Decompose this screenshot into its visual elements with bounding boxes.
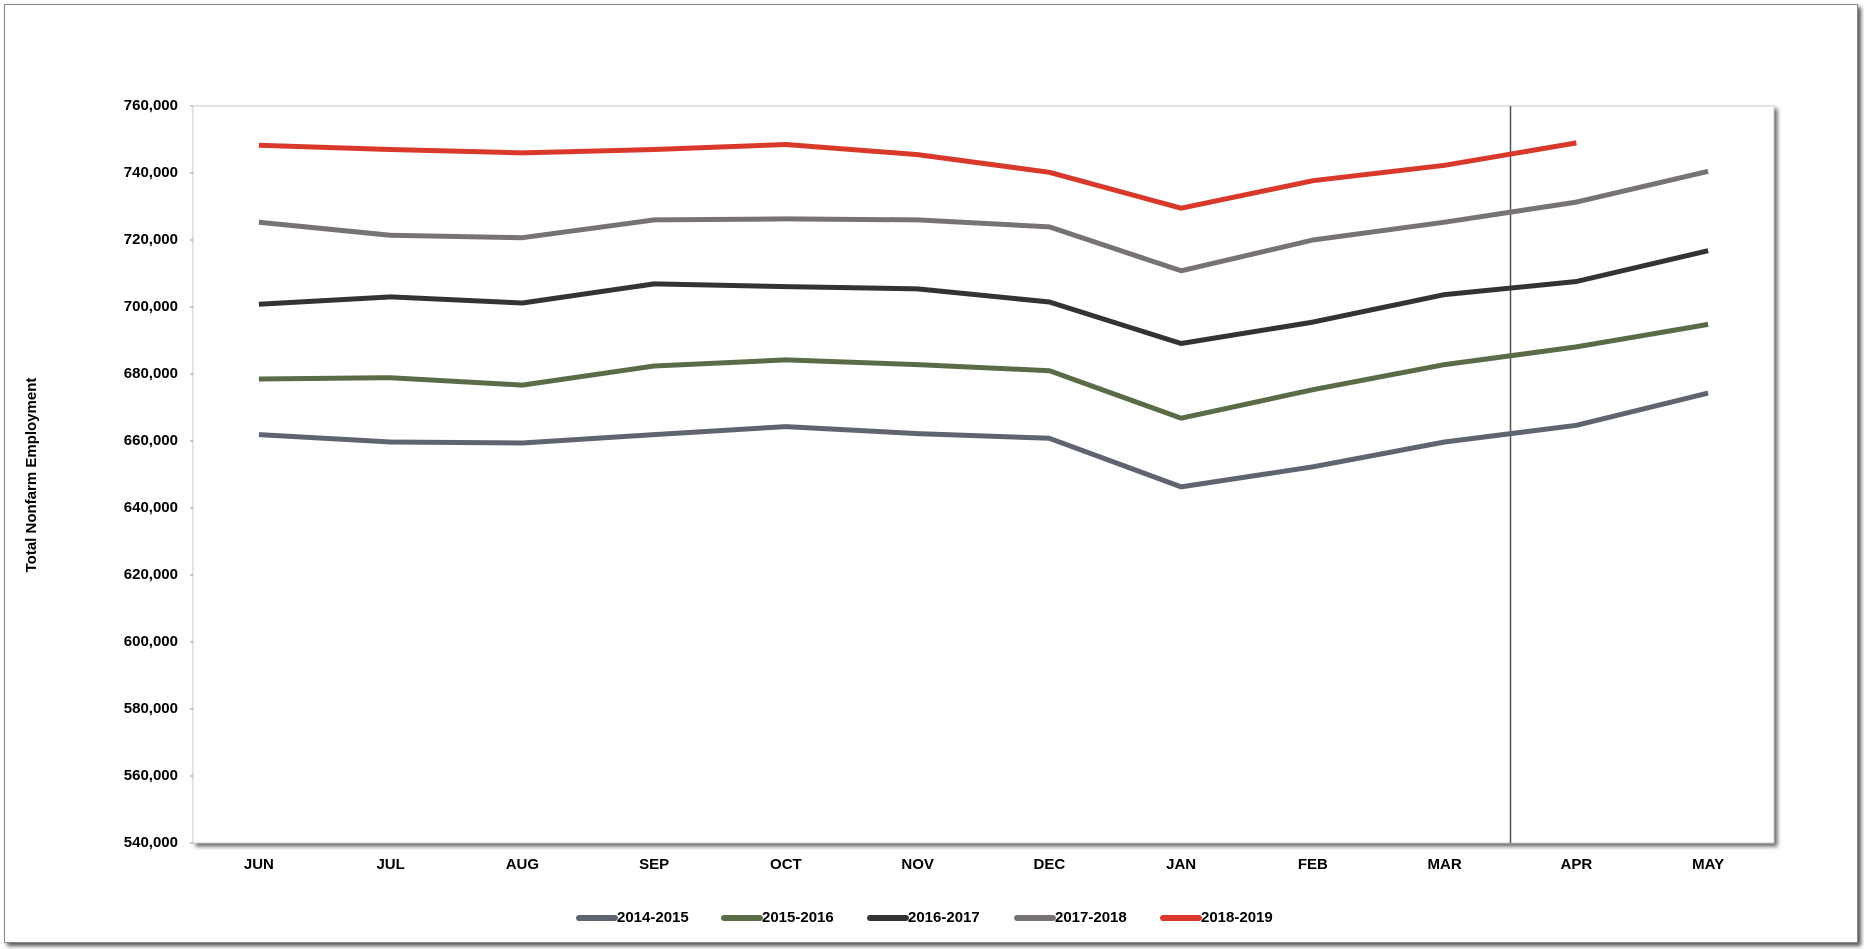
y-tick-label: 760,000: [124, 97, 178, 114]
x-tick-label: JUL: [376, 856, 404, 873]
x-tick-label: MAY: [1692, 856, 1724, 873]
x-tick-label: APR: [1561, 856, 1593, 873]
y-tick-label: 720,000: [124, 231, 178, 248]
x-tick-label: NOV: [901, 856, 934, 873]
y-tick-label: 540,000: [124, 834, 178, 851]
x-tick-label: FEB: [1298, 856, 1328, 873]
x-tick-label: JAN: [1166, 856, 1196, 873]
y-tick-label: 660,000: [124, 432, 178, 449]
y-tick-label: 700,000: [124, 298, 178, 315]
legend-label: 2017-2018: [1055, 909, 1127, 926]
y-tick-label: 640,000: [124, 499, 178, 516]
legend-label: 2018-2019: [1201, 909, 1273, 926]
x-tick-label: SEP: [639, 856, 669, 873]
x-tick-label: MAR: [1428, 856, 1462, 873]
legend-label: 2016-2017: [908, 909, 980, 926]
y-tick-label: 620,000: [124, 566, 178, 583]
y-tick-label: 680,000: [124, 365, 178, 382]
x-tick-label: AUG: [506, 856, 539, 873]
plot-area: [192, 105, 1775, 844]
y-axis-label: Total Nonfarm Employment: [23, 378, 40, 573]
y-tick-label: 600,000: [124, 633, 178, 650]
legend-label: 2015-2016: [762, 909, 834, 926]
y-tick-label: 740,000: [124, 164, 178, 181]
y-tick-label: 560,000: [124, 767, 178, 784]
series-line: [258, 140, 1577, 211]
series-line: [258, 390, 1709, 490]
series-line: [258, 248, 1709, 346]
x-tick-label: DEC: [1034, 856, 1066, 873]
x-tick-label: JUN: [244, 856, 274, 873]
series-line: [258, 168, 1709, 274]
series-line: [258, 321, 1709, 421]
legend-label: 2014-2015: [617, 909, 689, 926]
y-tick-label: 580,000: [124, 700, 178, 717]
x-tick-label: OCT: [770, 856, 802, 873]
